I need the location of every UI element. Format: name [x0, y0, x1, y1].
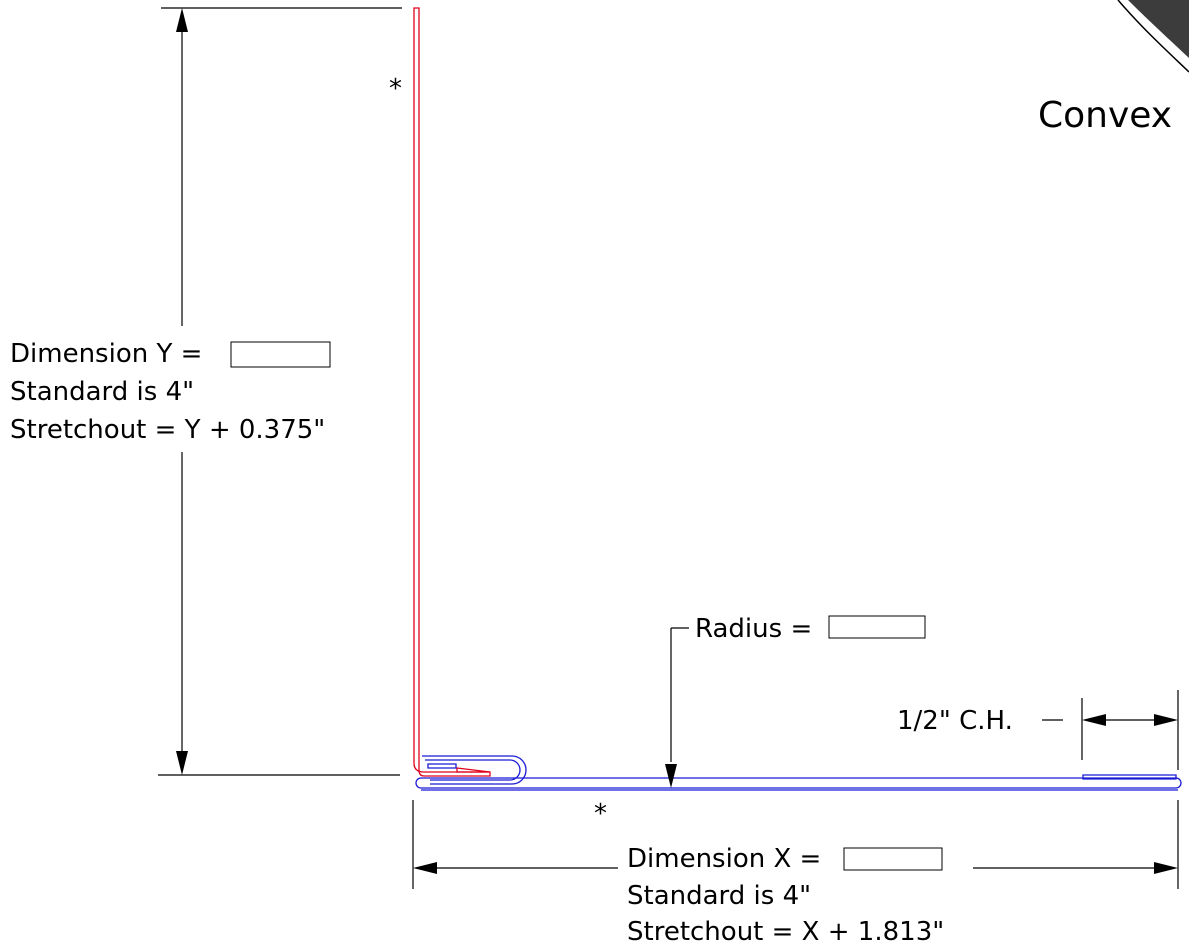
radius-leader	[665, 627, 689, 788]
asterisk-horizontal: *	[594, 799, 607, 829]
dimension-y-standard: Standard is 4"	[10, 377, 194, 407]
y-arrow-up-icon	[176, 8, 188, 32]
horizontal-leg	[415, 755, 1182, 791]
vertical-leg	[413, 7, 491, 777]
dimension-x-input[interactable]	[843, 847, 943, 871]
convex-corner-graphic	[1117, 0, 1189, 73]
x-arrow-left-icon	[413, 862, 437, 874]
y-arrow-down-icon	[176, 751, 188, 775]
cleat-hem-dimension	[1042, 690, 1179, 770]
radius-label: Radius =	[695, 614, 812, 644]
dimension-y-annotation	[158, 7, 402, 776]
cleat-hem-arrow-left-icon	[1082, 714, 1106, 726]
dimension-y-label: Dimension Y =	[10, 339, 202, 369]
dimension-x-label: Dimension X =	[627, 844, 821, 874]
dimension-y-stretchout: Stretchout = Y + 0.375"	[10, 415, 325, 445]
radius-arrow-icon	[665, 764, 677, 788]
dimension-x-annotation	[412, 800, 1179, 889]
dimension-x-standard: Standard is 4"	[627, 881, 811, 911]
asterisk-vertical: *	[389, 74, 402, 104]
cleat-hem-label: 1/2" C.H.	[897, 706, 1013, 736]
dimension-x-stretchout: Stretchout = X + 1.813"	[627, 917, 944, 947]
dimension-y-input[interactable]	[230, 341, 331, 368]
x-arrow-right-icon	[1154, 862, 1178, 874]
drawing-title: Convex	[1038, 95, 1172, 136]
radius-input[interactable]	[828, 615, 926, 639]
cleat-hem-arrow-right-icon	[1154, 714, 1178, 726]
